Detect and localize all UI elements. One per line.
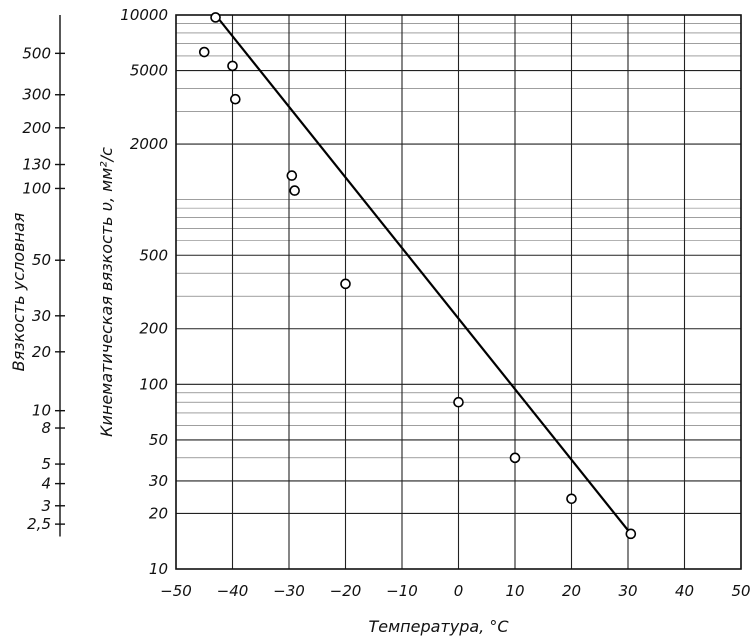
data-point: [286, 170, 298, 181]
y-tick-label: 5000: [130, 62, 168, 80]
y-tick-label: 50: [149, 431, 168, 449]
x-tick-label: −40: [217, 582, 249, 600]
data-point: [198, 46, 210, 58]
x-tick-label: 40: [675, 582, 694, 600]
major-grid: [175, 14, 742, 570]
conventional-tick-label: 8: [41, 419, 51, 437]
y-tick-label: 100: [139, 375, 168, 393]
plot-frame: [175, 14, 742, 570]
x-tick-label: 20: [562, 582, 581, 600]
conventional-y-tick-labels: 500 300 200 130 100 50 30 20 108 5 4 32,5: [22, 44, 65, 533]
x-tick-labels: −50 −40 −30 −20 −10 0 10 20 30 40 50: [160, 582, 750, 600]
x-tick-label: −50: [160, 582, 192, 600]
x-tick-label: 0: [454, 582, 464, 600]
kinematic-viscosity-axis-title: Кинематическая вязкость υ, мм²/с: [97, 147, 116, 437]
y-tick-label: 200: [139, 320, 168, 338]
data-point: [210, 12, 221, 23]
data-point: [453, 396, 464, 408]
conventional-tick-label: 4: [41, 475, 51, 493]
conventional-tick-label: 500: [22, 44, 51, 62]
x-tick-label: −20: [330, 582, 362, 600]
conventional-tick-label: 2,5: [27, 515, 51, 533]
data-point: [340, 278, 351, 290]
conventional-tick-label: 130: [22, 156, 51, 174]
y-tick-label: 500: [139, 246, 168, 264]
conventional-tick-label: 300: [22, 86, 51, 104]
x-tick-label: 10: [505, 582, 524, 600]
x-tick-label: −10: [386, 582, 418, 600]
y-tick-label: 20: [149, 504, 168, 522]
conventional-tick-label: 50: [32, 251, 51, 269]
y-tick-label: 10000: [120, 6, 168, 24]
y-tick-label: 2000: [130, 135, 168, 153]
conventional-viscosity-axis-title: Вязкость условная: [9, 212, 28, 371]
data-point: [566, 493, 577, 505]
x-tick-label: −30: [273, 582, 305, 600]
conventional-tick-label: 100: [22, 179, 51, 197]
data-series: [198, 12, 637, 540]
data-point: [227, 60, 238, 72]
conventional-tick-label: 10: [32, 402, 51, 420]
trend-line: [214, 14, 632, 535]
x-tick-label: 50: [731, 582, 750, 600]
y-tick-label: 30: [149, 472, 168, 490]
y-tick-label: 10: [149, 560, 168, 578]
conventional-tick-label: 30: [32, 307, 51, 325]
data-point: [625, 528, 637, 540]
conventional-tick-label: 200: [22, 119, 51, 137]
data-point: [289, 185, 300, 196]
kinematic-y-tick-labels: 10 20 30 50 100 200 500 2000 5000 10000: [120, 6, 168, 578]
conventional-tick-label: 3: [41, 497, 51, 515]
x-tick-label: 30: [618, 582, 637, 600]
data-point: [230, 93, 241, 105]
data-point: [509, 452, 521, 464]
conventional-tick-label: 5: [41, 455, 51, 473]
conventional-tick-label: 20: [32, 343, 51, 361]
x-axis-title: Температура, °С: [368, 617, 509, 636]
